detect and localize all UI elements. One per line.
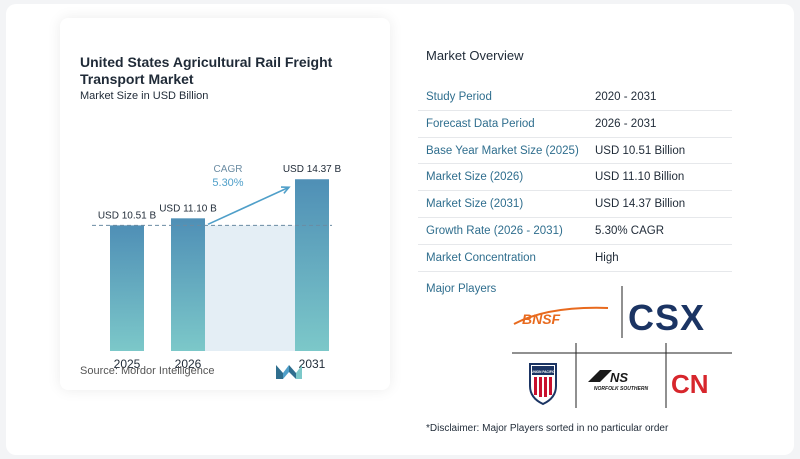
- union-pacific-text: UNION PACIFIC: [531, 370, 555, 374]
- cagr-arrow-head: [280, 186, 291, 194]
- bar-2031: [295, 179, 329, 351]
- data-label-2025: USD 10.51 B: [98, 210, 157, 221]
- bar-2025: [110, 225, 144, 351]
- chart-subtitle: Market Size in USD Billion: [80, 90, 209, 102]
- row-value: High: [595, 251, 619, 264]
- row-value: USD 10.51 Billion: [595, 144, 686, 157]
- major-players-logos: BNSF CSX UNION PACIFIC NS NORFOLK SOUTHE…: [512, 286, 732, 408]
- row-value: 2026 - 2031: [595, 117, 657, 130]
- ns-logo-text: NS: [610, 370, 628, 385]
- table-row: Forecast Data Period 2026 - 2031: [418, 111, 732, 138]
- csx-logo-text: CSX: [628, 297, 705, 338]
- overview-table: Study Period 2020 - 2031 Forecast Data Pe…: [418, 84, 732, 272]
- norfolk-southern-text: NORFOLK SOUTHERN: [594, 386, 649, 392]
- bar-2026: [171, 218, 205, 351]
- table-row: Growth Rate (2026 - 2031) 5.30% CAGR: [418, 218, 732, 245]
- mordor-logo-icon: [276, 365, 302, 379]
- table-row: Base Year Market Size (2025) USD 10.51 Bi…: [418, 138, 732, 165]
- major-players-label: Major Players: [426, 283, 497, 295]
- row-value: USD 14.37 Billion: [595, 198, 686, 211]
- overview-title: Market Overview: [426, 48, 524, 63]
- row-value: 5.30% CAGR: [595, 224, 665, 237]
- x-tick-2026: 2026: [175, 357, 202, 371]
- row-value: USD 11.10 Billion: [595, 171, 685, 184]
- disclaimer-text: *Disclaimer: Major Players sorted in no …: [426, 423, 669, 434]
- union-pacific-logo-icon: UNION PACIFIC: [529, 363, 557, 406]
- table-row: Market Size (2031) USD 14.37 Billion: [418, 191, 732, 218]
- x-tick-2031: 2031: [299, 357, 326, 371]
- chart-card: United States Agricultural Rail Freight …: [60, 18, 390, 390]
- cagr-label: CAGR: [214, 164, 243, 175]
- row-key: Market Size (2031): [426, 198, 524, 211]
- table-row: Market Concentration High: [418, 245, 732, 272]
- row-key: Forecast Data Period: [426, 117, 535, 130]
- cagr-arrow-line: [207, 186, 290, 226]
- data-label-2026: USD 11.10 B: [159, 203, 217, 214]
- row-key: Market Concentration: [426, 251, 536, 264]
- row-key: Market Size (2026): [426, 171, 524, 184]
- table-row: Market Size (2026) USD 11.10 Billion: [418, 164, 732, 192]
- row-key: Growth Rate (2026 - 2031): [426, 224, 563, 237]
- row-key: Study Period: [426, 91, 492, 103]
- table-row: Study Period 2020 - 2031: [418, 84, 732, 111]
- row-value: 2020 - 2031: [595, 91, 657, 103]
- cagr-value: 5.30%: [212, 177, 243, 189]
- cn-logo-text: CN: [671, 369, 709, 399]
- data-label-2031: USD 14.37 B: [283, 164, 342, 175]
- x-tick-2025: 2025: [114, 357, 141, 371]
- norfolk-southern-logo-icon: NS NORFOLK SOUTHERN: [588, 370, 648, 392]
- bnsf-logo-icon: BNSF: [513, 306, 609, 327]
- bnsf-logo-text: BNSF: [522, 311, 561, 327]
- row-key: Base Year Market Size (2025): [426, 144, 579, 157]
- chart-title: United States Agricultural Rail Freight …: [80, 54, 333, 87]
- source-text: Source: Mordor Intelligence: [80, 365, 215, 377]
- growth-band: [203, 225, 297, 351]
